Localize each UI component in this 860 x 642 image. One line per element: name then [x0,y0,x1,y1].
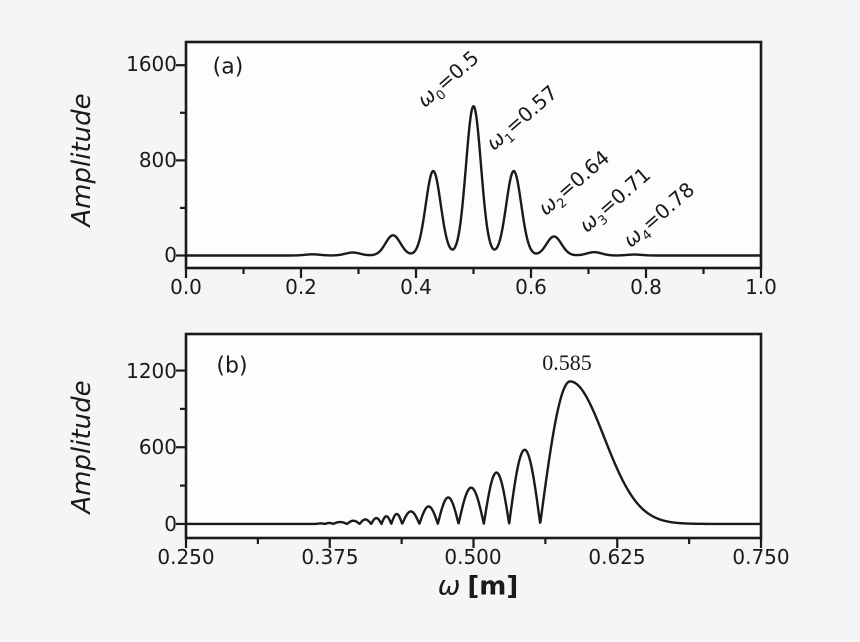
panel-a-xtick-0.6: 0.6 [515,275,547,299]
panel-b-curve [185,380,762,526]
panel-b-xtick-0.625: 0.625 [588,545,646,569]
panel-a-xtick-0.0: 0.0 [170,275,202,299]
panel-b-xtick-0.375: 0.375 [301,545,359,569]
panel-b-xtick-0.250: 0.250 [157,545,215,569]
panel-b-y-axis-title: Amplitude [67,380,97,514]
panel-b-xtick-0.750: 0.750 [732,545,790,569]
panel-a-ytick-800: 800 [138,148,177,172]
x-axis-unit: [m] [467,571,519,602]
panel-a-xtick-0.4: 0.4 [400,275,432,299]
panel-a-label: (a) [212,54,244,80]
panel-a-xtick-0.8: 0.8 [630,275,662,299]
panel-b-ytick-600: 600 [138,435,177,459]
omega-symbol: ω [437,570,461,602]
panel-b-peak-label: 0.585 [542,350,592,375]
panel-a-curve [185,105,762,257]
panel-b-ticks [176,369,763,548]
panel-b-label: (b) [216,353,248,379]
panel-a-xtick-1.0: 1.0 [745,275,777,299]
panel-a-ytick-1600: 1600 [126,52,177,76]
panel-a-ytick-0: 0 [164,243,177,267]
panel-b-ytick-1200: 1200 [126,359,177,383]
panel-a-frame [184,40,763,270]
panel-a-ticks [176,64,763,278]
panel-b-xtick-0.500: 0.500 [444,545,502,569]
panel-a-y-axis-title: Amplitude [67,93,97,227]
panel-b-ytick-0: 0 [164,512,177,536]
panel-a-xtick-0.2: 0.2 [285,275,317,299]
x-axis-title: ω [m] [438,571,518,602]
panel-b-frame [184,332,763,540]
